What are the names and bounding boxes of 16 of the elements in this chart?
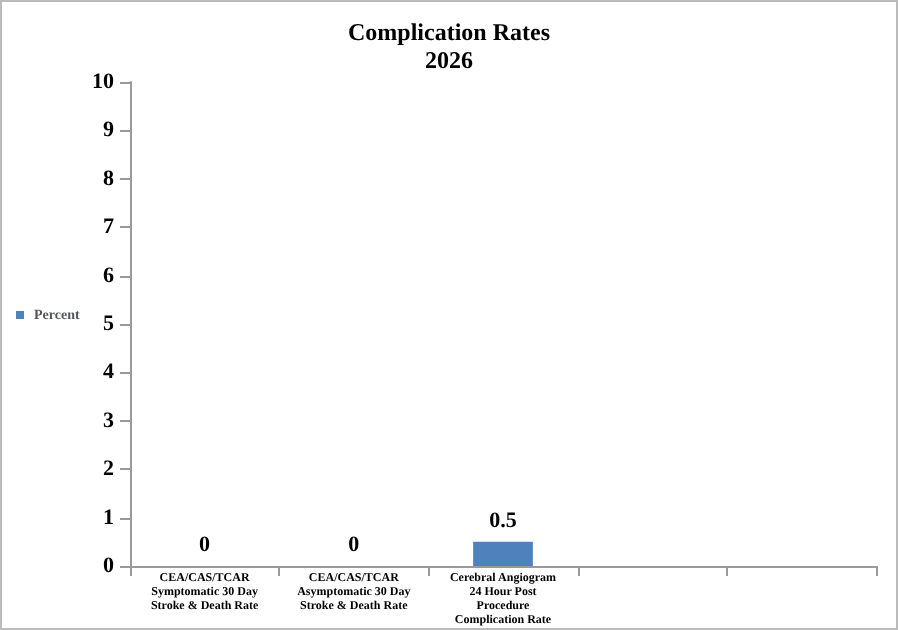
y-tick-label: 8	[103, 166, 115, 191]
data-label: 0	[199, 533, 212, 557]
y-tick-label: 4	[103, 360, 115, 385]
y-tick-label: 9	[103, 118, 115, 143]
y-tick-label: 1	[103, 505, 114, 530]
y-tick-label: 0	[103, 554, 115, 578]
data-label: 0	[348, 533, 361, 557]
chart-subtitle: 2026	[425, 46, 473, 74]
y-tick-label: 6	[103, 263, 115, 288]
y-tick-label: 2	[103, 457, 115, 482]
data-label: 0.5	[489, 508, 518, 533]
chart-title: Complication Rates	[348, 18, 551, 46]
y-tick-label: 5	[103, 312, 115, 336]
y-tick-label: 3	[103, 408, 115, 433]
y-tick-label: 10	[92, 70, 115, 94]
y-tick-label: 7	[103, 215, 115, 240]
